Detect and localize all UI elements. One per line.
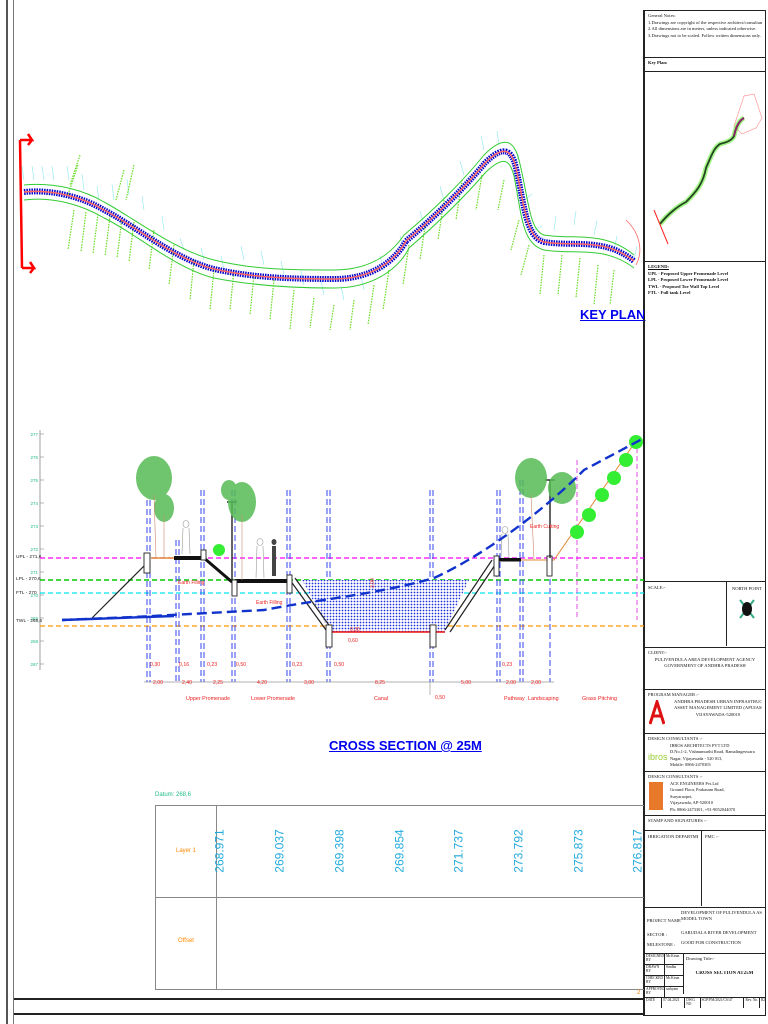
- svg-text:5,00: 5,00: [461, 680, 471, 686]
- title-block: General Notes: 1.Drawings are copyright …: [644, 10, 766, 1016]
- svg-text:Lower Promenade: Lower Promenade: [251, 696, 295, 702]
- svg-text:271: 271: [30, 570, 38, 575]
- svg-text:0,50: 0,50: [334, 662, 344, 668]
- svg-text:2,00: 2,00: [506, 680, 516, 686]
- design-consultant-2: DESIGN CONSULTANTS :- ACE ENGINEERS Pvt.…: [645, 772, 765, 816]
- value-cell: 269.854: [392, 829, 407, 873]
- key-plan-label: Key Plan:: [645, 58, 765, 72]
- scale-north-point: SCALE:- NORTH POINT: [645, 582, 765, 648]
- svg-text:UPL - 271,6: UPL - 271,6: [16, 554, 42, 560]
- value-cell: 269.037: [272, 829, 287, 873]
- legend: LEGEND: UPL - Proposed Upper Promenade L…: [645, 262, 765, 582]
- ibros-logo-icon: ibros: [648, 752, 668, 762]
- svg-text:FTL - 270: FTL - 270: [16, 590, 37, 596]
- svg-text:0,30: 0,30: [150, 662, 160, 668]
- key-plan-drawing: [18, 130, 641, 330]
- svg-text:274: 274: [30, 501, 38, 506]
- svg-text:0,23: 0,23: [292, 662, 302, 668]
- svg-text:Landscaping: Landscaping: [528, 696, 559, 702]
- north-arrow-icon: [739, 598, 755, 619]
- svg-text:Upper Promenade: Upper Promenade: [186, 696, 230, 702]
- value-cell: 271.737: [451, 829, 466, 873]
- svg-text:273: 273: [30, 524, 38, 529]
- value-cell: 276.817: [630, 829, 645, 873]
- svg-text:Pathway: Pathway: [504, 696, 525, 702]
- level-labels: UPL - 271,6 LPL - 270,6 FTL - 270 TWL - …: [16, 554, 43, 624]
- row-label-offset: Offset: [178, 938, 194, 944]
- program-manager-block: PROGRAM MANAGER :- ANDHRA PRADESH URBAN …: [645, 690, 765, 734]
- svg-text:0,50: 0,50: [435, 695, 445, 701]
- apuiaml-logo-icon: [648, 697, 666, 728]
- svg-text:2,00: 2,00: [153, 680, 163, 686]
- svg-text:0,16: 0,16: [179, 662, 189, 668]
- svg-text:8,25: 8,25: [375, 680, 385, 686]
- general-notes: General Notes: 1.Drawings are copyright …: [645, 11, 765, 58]
- svg-text:Canal: Canal: [374, 696, 388, 702]
- svg-text:272: 272: [30, 547, 38, 552]
- row-label-layer1: Layer 1: [175, 848, 196, 854]
- drawing-info: DESIGNED BY Mr.Kiran DRAWN BY Sindhu CHECK…: [645, 954, 766, 1008]
- value-cell: 275.873: [571, 829, 586, 873]
- svg-text:0,50: 0,50: [236, 662, 246, 668]
- svg-text:Earth Cutting: Earth Cutting: [530, 524, 559, 530]
- stamp-signatures: STAMP AND SIGNATURES :-: [645, 816, 765, 831]
- svg-text:276: 276: [30, 455, 38, 460]
- key-plan-title: KEY PLAN: [580, 307, 646, 322]
- tree-icon: [136, 456, 576, 522]
- svg-text:LPL - 270,6: LPL - 270,6: [16, 576, 41, 582]
- value-cell: 273.792: [511, 829, 526, 873]
- svg-text:0,23: 0,23: [502, 662, 512, 668]
- corner-mark: 2: [637, 990, 641, 996]
- svg-text:Grass Pitching: Grass Pitching: [582, 696, 617, 702]
- svg-text:275: 275: [30, 478, 38, 483]
- svg-text:268: 268: [30, 639, 38, 644]
- svg-text:269: 269: [30, 616, 38, 621]
- consultant-logo-icon: [649, 782, 663, 810]
- section-marker-icon: [18, 133, 37, 274]
- value-cell: 269.398: [332, 829, 347, 873]
- svg-text:Earth Filling: Earth Filling: [178, 580, 205, 586]
- sheet-frame-left: [6, 0, 8, 1024]
- irrigation-pmc: IRRIGATION DEPARTMENT :- PMC :-: [645, 831, 765, 908]
- key-plan-thumbnail: [645, 72, 765, 262]
- sign-row: DESIGNED BY Mr.Kiran: [645, 954, 683, 965]
- svg-text:0,30: 0,30: [350, 627, 360, 633]
- cross-section-drawing: 277 276 275 274 273 272 271 270 269 268 …: [16, 430, 644, 702]
- svg-text:270: 270: [30, 593, 38, 598]
- value-cell: 268.971: [212, 829, 227, 873]
- datum-label: Datum: 268,6: [155, 792, 192, 798]
- sheet-frame-left-inner: [13, 0, 14, 1024]
- svg-text:0,23: 0,23: [207, 662, 217, 668]
- sign-row: DRAWN BY Sindhu: [645, 965, 683, 976]
- project-info: PROJECT NAME : SECTOR : MILESTONE : DEVE…: [645, 908, 765, 954]
- svg-text:4,20: 4,20: [257, 680, 267, 686]
- client-block: CLIENT:- PULIVENDULA AREA DEVELOPMENT AG…: [645, 648, 765, 690]
- sign-row: CHECKED BY Mr.Kiran: [645, 976, 683, 987]
- svg-text:2,40: 2,40: [182, 680, 192, 686]
- svg-text:Earth Filling: Earth Filling: [256, 600, 283, 606]
- svg-text:277: 277: [30, 432, 38, 437]
- svg-text:0,60: 0,60: [348, 638, 358, 644]
- layer1-values: 268.971 269.037 269.398 269.854 271.737 …: [213, 806, 645, 896]
- profile-table: Layer 1 Offset 268.971 269.037 269.398 2…: [155, 805, 645, 990]
- svg-text:3,00: 3,00: [304, 680, 314, 686]
- cross-section-title: CROSS SECTION @ 25M: [329, 738, 482, 753]
- svg-text:2,00: 2,00: [531, 680, 541, 686]
- svg-text:267: 267: [30, 662, 38, 667]
- svg-text:2,25: 2,25: [213, 680, 223, 686]
- svg-text:3,00: 3,00: [370, 578, 376, 588]
- y-axis-ticks: 277 276 275 274 273 272 271 270 269 268 …: [30, 432, 38, 667]
- svg-text:TWL - 268,6: TWL - 268,6: [16, 618, 43, 624]
- design-consultant-1: DESIGN CONSULTANTS :- ibros IBROS ARCHIT…: [645, 734, 765, 772]
